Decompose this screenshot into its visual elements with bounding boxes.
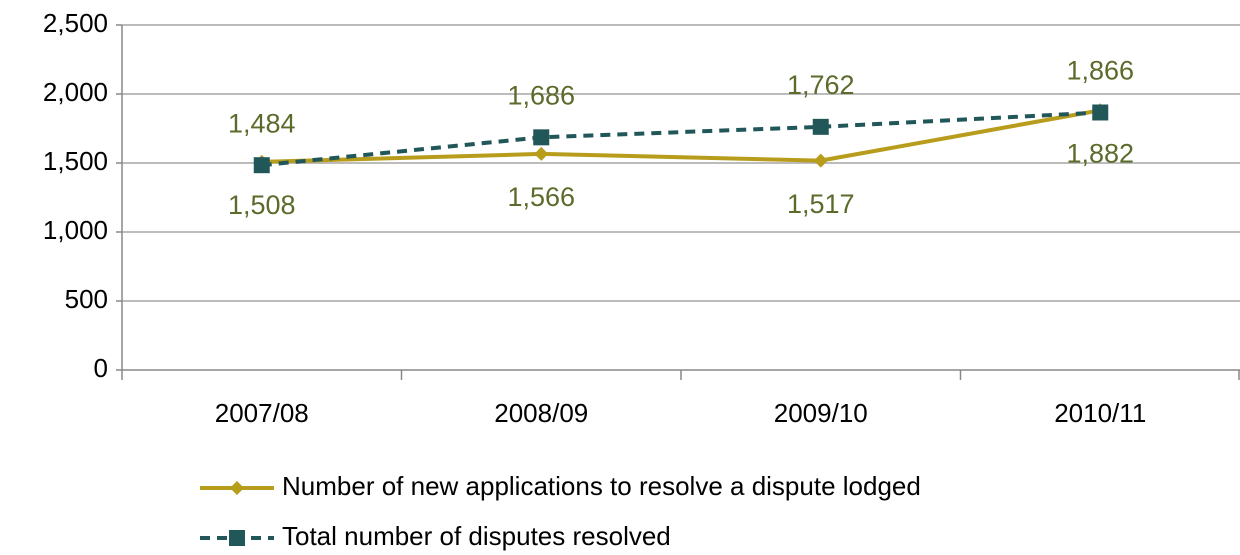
data-label: 1,762 [787, 70, 855, 100]
data-label: 1,517 [787, 189, 855, 219]
y-tick-label: 1,000 [43, 215, 108, 245]
y-tick-label: 2,000 [43, 77, 108, 107]
data-label: 1,866 [1066, 56, 1134, 86]
legend-marker [230, 481, 244, 495]
y-tick-label: 2,500 [43, 8, 108, 38]
data-label: 1,686 [507, 80, 575, 110]
series-line [261, 108, 1101, 164]
data-point [253, 157, 270, 174]
series-line [261, 110, 1101, 168]
x-tick-label: 2007/08 [215, 398, 309, 428]
x-tick-label: 2008/09 [494, 398, 588, 428]
data-point [812, 118, 829, 135]
legend-label: Total number of disputes resolved [282, 521, 671, 551]
data-point [533, 129, 550, 146]
legend-label: Number of new applications to resolve a … [282, 471, 921, 501]
x-tick-label: 2009/10 [774, 398, 868, 428]
data-point [534, 146, 549, 161]
data-point [813, 153, 828, 168]
y-tick-label: 1,500 [43, 146, 108, 176]
x-tick-label: 2010/11 [1054, 398, 1146, 428]
data-label: 1,508 [228, 190, 296, 220]
y-tick-label: 0 [94, 353, 108, 383]
legend-marker [229, 530, 245, 546]
data-label: 1,484 [228, 108, 296, 138]
y-tick-label: 500 [65, 284, 108, 314]
data-label: 1,882 [1066, 138, 1134, 168]
data-point [1092, 104, 1109, 121]
data-label: 1,566 [507, 182, 575, 212]
